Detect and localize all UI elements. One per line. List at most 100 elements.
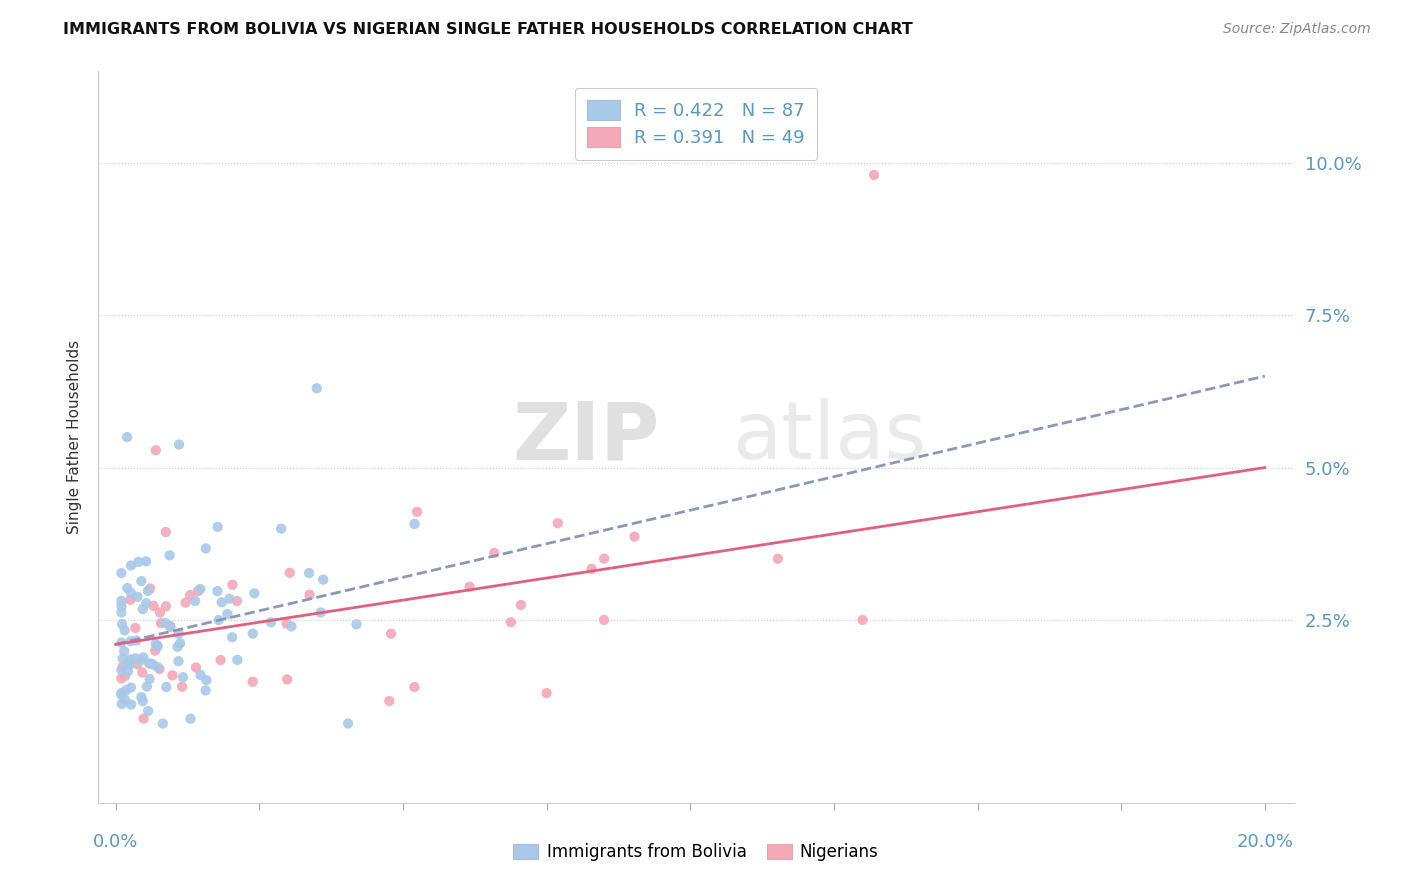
Point	[276, 673, 298, 687]
Point	[593, 551, 616, 566]
Point	[170, 680, 193, 694]
Point	[152, 716, 174, 731]
Point	[221, 630, 243, 644]
Point	[404, 680, 426, 694]
Point	[194, 683, 217, 698]
Point	[132, 650, 155, 665]
Point	[863, 168, 886, 182]
Point	[207, 613, 229, 627]
Point	[110, 635, 132, 649]
Point	[766, 551, 789, 566]
Point	[155, 680, 177, 694]
Point	[120, 698, 142, 712]
Point	[135, 680, 157, 694]
Point	[312, 573, 335, 587]
Point	[139, 582, 162, 596]
Point	[174, 596, 197, 610]
Point	[155, 599, 177, 614]
Point	[146, 639, 169, 653]
Point	[110, 688, 132, 702]
Point	[458, 580, 481, 594]
Point	[142, 657, 165, 672]
Point	[298, 588, 321, 602]
Point	[110, 663, 132, 677]
Point	[242, 674, 264, 689]
Point	[142, 599, 165, 613]
Point	[127, 590, 149, 604]
Point	[187, 583, 209, 598]
Point	[131, 665, 153, 680]
Text: IMMIGRANTS FROM BOLIVIA VS NIGERIAN SINGLE FATHER HOUSEHOLDS CORRELATION CHART: IMMIGRANTS FROM BOLIVIA VS NIGERIAN SING…	[63, 22, 912, 37]
Point	[127, 657, 149, 672]
Y-axis label: Single Father Households: Single Father Households	[67, 340, 83, 534]
Point	[110, 599, 132, 613]
Point	[118, 657, 141, 672]
Text: Source: ZipAtlas.com: Source: ZipAtlas.com	[1223, 22, 1371, 37]
Point	[141, 657, 163, 671]
Point	[111, 617, 134, 632]
Point	[110, 671, 132, 685]
Point	[117, 655, 139, 669]
Point	[114, 692, 136, 706]
Point	[404, 516, 426, 531]
Point	[127, 555, 149, 569]
Text: ZIP: ZIP	[513, 398, 661, 476]
Point	[110, 606, 132, 620]
Point	[378, 694, 401, 708]
Point	[536, 686, 558, 700]
Point	[309, 606, 332, 620]
Point	[111, 651, 134, 665]
Point	[115, 683, 138, 698]
Point	[135, 554, 157, 568]
Point	[184, 660, 207, 674]
Point	[346, 617, 368, 632]
Point	[166, 640, 188, 654]
Point	[194, 541, 217, 556]
Point	[593, 613, 616, 627]
Point	[112, 644, 135, 658]
Point	[115, 430, 138, 444]
Point	[298, 566, 321, 580]
Text: 0.0%: 0.0%	[93, 833, 138, 851]
Point	[136, 704, 159, 718]
Point	[146, 640, 169, 654]
Point	[209, 653, 232, 667]
Point	[120, 652, 142, 666]
Point	[509, 598, 531, 612]
Point	[167, 627, 190, 641]
Point	[110, 566, 132, 580]
Point	[221, 578, 243, 592]
Point	[337, 716, 360, 731]
Point	[167, 437, 190, 451]
Text: atlas: atlas	[733, 398, 927, 476]
Point	[547, 516, 569, 531]
Point	[184, 594, 207, 608]
Point	[148, 662, 170, 676]
Point	[270, 522, 292, 536]
Point	[159, 620, 181, 634]
Point	[120, 681, 142, 695]
Point	[172, 670, 194, 684]
Point	[138, 657, 160, 671]
Point	[145, 443, 167, 458]
Point	[120, 592, 142, 607]
Point	[159, 619, 181, 633]
Point	[195, 673, 218, 687]
Point	[188, 582, 211, 596]
Point	[136, 584, 159, 599]
Point	[129, 653, 152, 667]
Point	[243, 586, 266, 600]
Point	[406, 505, 429, 519]
Point	[167, 654, 190, 668]
Point	[120, 558, 142, 573]
Point	[179, 588, 201, 602]
Point	[190, 668, 212, 682]
Point	[110, 686, 132, 700]
Point	[132, 712, 155, 726]
Point	[499, 615, 522, 630]
Point	[111, 659, 134, 673]
Point	[276, 616, 298, 631]
Point	[305, 381, 328, 395]
Point	[207, 584, 229, 599]
Point	[260, 615, 283, 630]
